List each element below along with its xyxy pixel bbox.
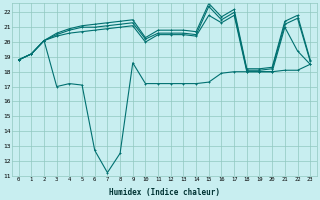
X-axis label: Humidex (Indice chaleur): Humidex (Indice chaleur): [109, 188, 220, 197]
